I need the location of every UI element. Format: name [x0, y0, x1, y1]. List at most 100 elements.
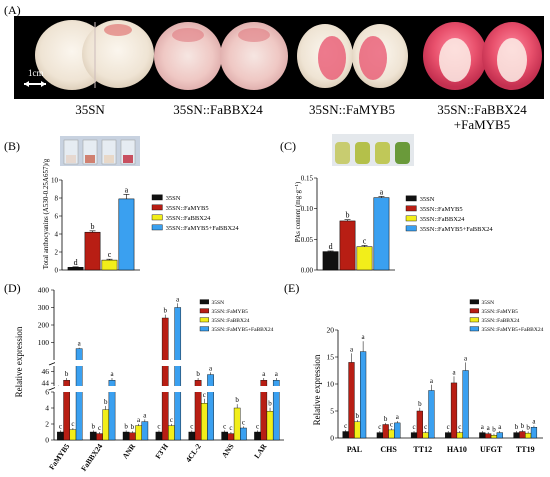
bar-3-0 [445, 432, 452, 439]
bar-1 [84, 231, 101, 271]
legend-label-0: 35SN [482, 300, 495, 306]
bar-3-2 [456, 432, 463, 439]
legend-swatch-2 [151, 214, 163, 221]
bar-0 [322, 251, 339, 271]
legend-swatch-0 [405, 195, 417, 202]
sig-letter-2-1: b [418, 400, 422, 408]
panel-b-label: (B) [4, 139, 20, 153]
fruit-fabbx24 [154, 22, 288, 90]
bar-5-3 [240, 427, 247, 441]
bar-3 [118, 198, 135, 271]
bar-1 [339, 220, 356, 271]
panel-b: (B) Total anthocyanins (A530-0.25A657)/g… [4, 136, 239, 275]
bar-0-1 [348, 362, 355, 439]
y-tick-label-5: 10 [51, 177, 59, 185]
bar-5-2 [525, 432, 532, 439]
bar-5-0 [513, 432, 520, 439]
legend-label-1: 35SN::FaMYB5 [420, 206, 463, 213]
bar-0 [67, 267, 84, 271]
legend-swatch-0 [199, 299, 210, 305]
y-tick-label-1: 2 [55, 249, 59, 257]
e-ylabel: Relative expression [312, 354, 322, 425]
bar-4-2 [200, 403, 208, 441]
sig-letter-5-3: c [242, 418, 245, 426]
bar-3-3 [462, 370, 469, 439]
sig-letter-0-2: b [356, 412, 360, 420]
y-tick-label-7: 200 [38, 321, 50, 330]
legend-label-0: 35SN [166, 195, 181, 202]
sig-letter-3-3: a [176, 295, 180, 303]
sig-letter-3-2: c [458, 423, 461, 431]
bar-4-0 [479, 432, 486, 439]
bar-2-2 [135, 425, 142, 441]
legend-swatch-2 [199, 317, 210, 323]
bar-2-1 [129, 432, 136, 441]
sig-letter-6-2: b [268, 400, 272, 408]
sig-letter-3-2: c [170, 416, 173, 424]
bar-3-0 [155, 431, 163, 441]
bar-0-2 [69, 429, 77, 441]
panel-e-label: (E) [284, 281, 299, 295]
sig-letter-1: b [91, 222, 95, 231]
bar-5-1 [519, 431, 526, 439]
y-tick-label-8: 300 [38, 303, 50, 312]
bar-2-3 [141, 421, 149, 441]
legend-b: 35SN35SN::FaMYB535SN::FaBBX2435SN::FaMYB… [151, 194, 240, 232]
legend-c: 35SN35SN::FaMYB535SN::FaBBX2435SN::FaMYB… [405, 195, 493, 233]
sig-letter-5-0: b [515, 423, 519, 431]
sig-letter-5-0: c [223, 422, 226, 430]
sig-letter-0-1: a [350, 345, 354, 353]
bar-3-3 [174, 307, 182, 441]
bar-2-2 [422, 432, 429, 439]
panel-d: (D) Relative expression 0246444610020030… [4, 281, 285, 473]
legend-label-1: 35SN::FaMYB5 [166, 205, 209, 212]
sig-letter-5-1: c [229, 424, 232, 432]
legend-swatch-0 [151, 194, 163, 201]
break-band-1 [55, 360, 285, 366]
sig-letter-4-0: c [190, 422, 193, 430]
sig-letter-2-3: a [430, 377, 434, 385]
x-tick-label-3: HA10 [447, 445, 467, 454]
legend-swatch-3 [405, 225, 417, 232]
sig-letter-6-0: c [256, 422, 259, 430]
sig-letter-2: c [108, 250, 112, 259]
sig-letter-4-1: a [487, 424, 491, 432]
panel-d-label: (D) [4, 281, 21, 295]
bar-1-2 [388, 429, 395, 439]
bar-3-1 [161, 317, 169, 441]
bar-4-1 [485, 433, 492, 439]
sig-letter-4-3: a [209, 364, 213, 372]
sig-letter-2: c [363, 236, 367, 245]
x-tick-label-1: CHS [380, 445, 397, 454]
sig-letter-0-0: c [59, 422, 62, 430]
tubes-pas [332, 134, 414, 166]
sig-letter-2-0: b [124, 422, 128, 430]
x-tick-label-0: FaMYB5 [47, 442, 71, 472]
bar-2-1 [416, 410, 423, 439]
sig-letter-3: a [125, 185, 129, 194]
bar-0-3 [360, 351, 367, 439]
x-tick-label-3: F3'H [153, 442, 170, 461]
sig-letter-1-1: b [384, 415, 388, 423]
bar-4-0 [188, 431, 196, 441]
c-ylabel: PAs content (mg·g⁻¹) [294, 181, 302, 242]
sig-letter-2-2: a [137, 416, 141, 424]
sig-letter-0: d [329, 242, 333, 251]
sample-label-famyb5: 35SN::FaMYB5 [309, 102, 395, 117]
x-tick-label-0: PAL [347, 445, 362, 454]
tubes-anthocyanin [60, 136, 140, 166]
fruit-combined [423, 22, 542, 90]
bar-1-2 [102, 409, 110, 441]
sig-letter-1-0: c [378, 423, 381, 431]
sig-letter-3-3: a [464, 354, 468, 362]
legend-e: 35SN35SN::FaMYB535SN::FaBBX2435SN::FaMYB… [469, 299, 544, 333]
legend-label-3: 35SN::FaMYB5+FaBBX24 [166, 225, 240, 232]
sig-letter-1-0: b [92, 422, 96, 430]
sig-letter-0-2: c [71, 420, 74, 428]
sig-letter-1: b [346, 211, 350, 220]
legend-label-2: 35SN::FaBBX24 [166, 215, 212, 222]
bar-5-0 [221, 431, 229, 441]
x-tick-label-5: TT19 [516, 445, 535, 454]
bar-1-0 [89, 431, 97, 441]
